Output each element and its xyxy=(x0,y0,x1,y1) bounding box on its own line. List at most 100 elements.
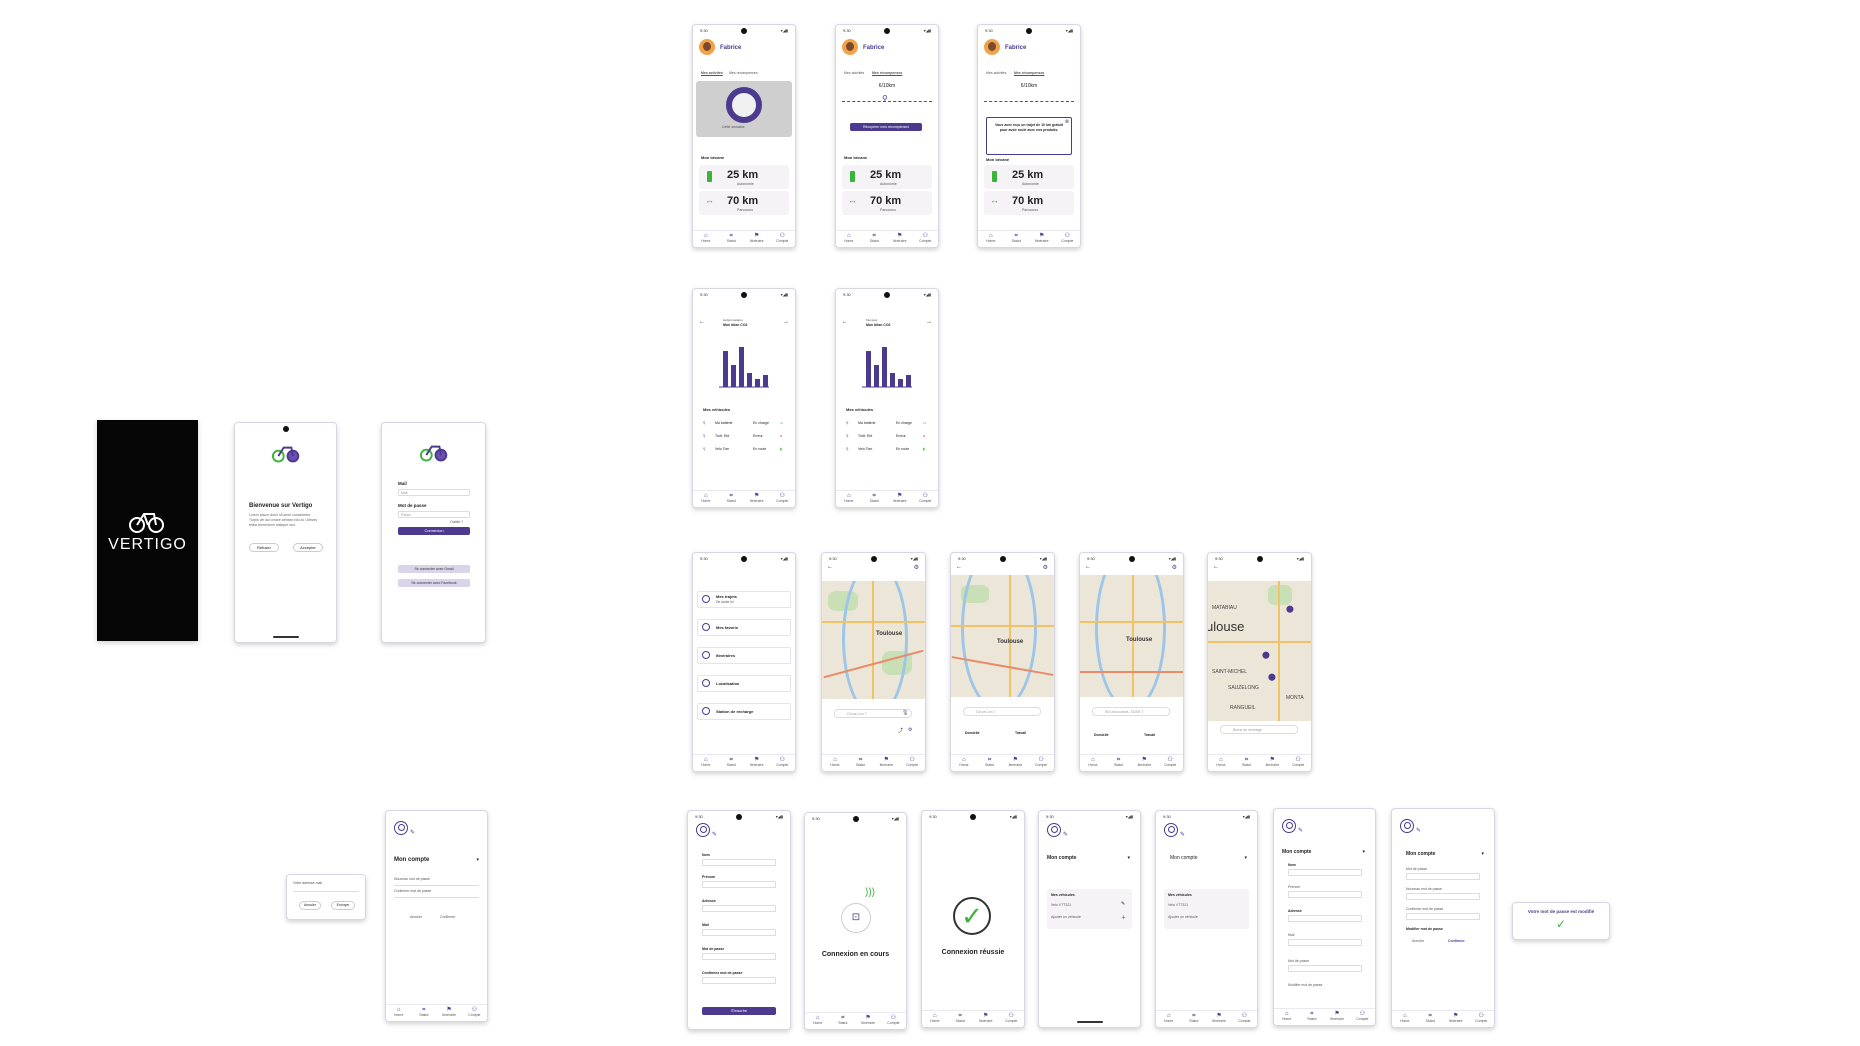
nav-compte[interactable]: ⚇ Compte xyxy=(1291,757,1305,767)
nav-statut[interactable]: ⌗ Statut xyxy=(1307,1011,1317,1021)
map-view[interactable]: Toulouse xyxy=(951,575,1054,697)
mail-input[interactable] xyxy=(702,929,776,936)
nav-home[interactable]: ⌂ Home xyxy=(1281,1011,1292,1021)
nav-home[interactable]: ⌂ Home xyxy=(844,233,854,243)
nav-itineraire[interactable]: ⚑ Itinéraire xyxy=(749,233,764,243)
edit-icon[interactable]: ✎ xyxy=(410,830,416,836)
adresse-input[interactable] xyxy=(702,905,776,912)
nav-itineraire[interactable]: ⚑ Itinéraire xyxy=(749,757,764,767)
adresse-input[interactable] xyxy=(1288,915,1362,922)
edit-vehicle-icon[interactable]: ✎ xyxy=(1121,901,1126,907)
mail-input[interactable] xyxy=(1288,939,1362,946)
nav-statut[interactable]: ⌗ Statut xyxy=(1425,1013,1435,1023)
map-view[interactable]: Toulouse xyxy=(822,581,925,699)
nav-statut[interactable]: ⌗ Statut xyxy=(1114,757,1124,767)
avatar[interactable] xyxy=(699,39,715,55)
nav-statut[interactable]: ⌗ Statut xyxy=(1242,757,1252,767)
password-input[interactable] xyxy=(1406,873,1480,880)
chevron-down-icon[interactable]: ▾ xyxy=(1244,855,1247,861)
tab-activities[interactable]: Mes activités xyxy=(844,71,865,75)
nav-home[interactable]: ⌂ Home xyxy=(830,757,840,767)
nav-home[interactable]: ⌂ Home xyxy=(701,493,711,503)
nav-home[interactable]: ⌂ Home xyxy=(393,1007,404,1017)
nav-compte[interactable]: ⚇ Compte xyxy=(1005,1013,1018,1023)
nav-statut[interactable]: ⌗ Statut xyxy=(955,1013,965,1023)
back-arrow-icon[interactable]: ← xyxy=(1213,564,1219,570)
forgot-link[interactable]: Oublié ? xyxy=(450,520,464,524)
address-input[interactable]: Rd Leucourses, 31000 T xyxy=(1092,707,1170,716)
prev-arrow-icon[interactable]: ← xyxy=(842,319,848,325)
nav-compte[interactable]: ⚇ Compte xyxy=(887,1015,900,1025)
nav-compte[interactable]: ⚇ Compte xyxy=(919,233,932,243)
nav-compte[interactable]: ⚇ Compte xyxy=(905,757,919,767)
nav-statut[interactable]: ⌗ Statut xyxy=(856,757,866,767)
nav-compte[interactable]: ⚇ Compte xyxy=(1238,1013,1251,1023)
nav-statut[interactable]: ⌗ Statut xyxy=(1189,1013,1199,1023)
search-input[interactable]: Où va-t-on ? xyxy=(834,709,912,718)
nav-compte[interactable]: ⚇ Compte xyxy=(776,493,789,503)
nav-itineraire[interactable]: ⚑ Itinéraire xyxy=(1137,757,1152,767)
vehicle-row[interactable]: ⚲ Ma batterie En charge ▭ xyxy=(846,421,930,429)
plus-icon[interactable]: ＋ xyxy=(1121,915,1127,921)
confirm-password-input[interactable] xyxy=(702,977,776,984)
nav-home[interactable]: ⌂ Home xyxy=(1088,757,1098,767)
search-input[interactable]: Où va-t-on ? xyxy=(963,707,1041,716)
next-arrow-icon[interactable]: → xyxy=(926,319,932,325)
menu-item-charging[interactable]: Station de recharge xyxy=(697,703,791,720)
nav-compte[interactable]: ⚇ Compte xyxy=(1356,1011,1369,1021)
nom-input[interactable] xyxy=(702,859,776,866)
nav-home[interactable]: ⌂ Home xyxy=(1163,1013,1174,1023)
nav-itineraire[interactable]: ⚑ Itinéraire xyxy=(861,1015,875,1025)
nav-compte[interactable]: ⚇ Compte xyxy=(776,233,789,243)
tab-rewards[interactable]: Mes récompenses xyxy=(1014,71,1045,75)
menu-item-routes[interactable]: Itinéraires xyxy=(697,647,791,664)
avatar[interactable] xyxy=(984,39,1000,55)
reset-cancel-button[interactable]: Annuler xyxy=(299,901,321,910)
home-shortcut[interactable]: Domicile xyxy=(965,731,980,735)
accept-button[interactable]: Accepter xyxy=(293,543,323,552)
nav-compte[interactable]: ⚇ Compte xyxy=(919,493,932,503)
vehicle-item[interactable]: Velo VTT321 xyxy=(1051,903,1072,907)
modify-password-link[interactable]: Modifier mot de passe xyxy=(1288,983,1323,987)
nav-itineraire[interactable]: ⚑ Itinéraire xyxy=(978,1013,993,1023)
map-view[interactable]: ulouse MATABIAU SAINT-MICHEL SAUZELONG R… xyxy=(1208,581,1311,721)
nav-compte[interactable]: ⚇ Compte xyxy=(468,1007,481,1017)
share-icon[interactable]: ⤴ xyxy=(898,728,904,734)
nav-itineraire[interactable]: ⚑ Itinéraire xyxy=(749,493,764,503)
add-vehicle-link[interactable]: Ajouter un véhicule xyxy=(1168,915,1198,919)
nav-itineraire[interactable]: ⚑ Itinéraire xyxy=(892,233,907,243)
home-shortcut[interactable]: Domicile xyxy=(1094,733,1109,737)
reset-input-line[interactable] xyxy=(293,891,359,892)
back-arrow-icon[interactable]: ← xyxy=(827,564,833,570)
settings-icon[interactable]: ⚙ xyxy=(913,565,919,571)
nav-home[interactable]: ⌂ Home xyxy=(844,493,854,503)
pin-icon[interactable]: ⬤ xyxy=(1268,674,1276,681)
cancel-button[interactable]: Annuler xyxy=(410,915,423,919)
nom-input[interactable] xyxy=(1288,869,1362,876)
edit-icon[interactable]: ✎ xyxy=(1416,828,1422,834)
password-input[interactable]: Passe xyxy=(398,511,470,518)
nav-compte[interactable]: ⚇ Compte xyxy=(1475,1013,1488,1023)
map-view[interactable]: Toulouse xyxy=(1080,575,1183,697)
prenom-input[interactable] xyxy=(1288,891,1362,898)
account-title[interactable]: Mon compte xyxy=(1406,851,1436,857)
nav-home[interactable]: ⌂ Home xyxy=(986,233,996,243)
menu-item-trips[interactable]: Mes trajets De toute ici xyxy=(697,591,791,608)
settings-icon[interactable]: ⚙ xyxy=(1042,565,1048,571)
facebook-button[interactable]: Se connecter avec Facebook xyxy=(398,579,470,587)
next-arrow-icon[interactable]: → xyxy=(783,319,789,325)
close-icon[interactable]: ⊗ xyxy=(1064,119,1069,125)
nav-home[interactable]: ⌂ Home xyxy=(930,1013,940,1023)
vehicle-row[interactable]: ⚲ Trott. Ebt Erreur ● xyxy=(703,434,787,442)
account-title[interactable]: Mon compte xyxy=(1170,855,1198,861)
nav-statut[interactable]: ⌗ Statut xyxy=(985,757,995,767)
pin-icon[interactable]: ⬤ xyxy=(1286,606,1294,613)
signup-button[interactable]: S'inscrire xyxy=(702,1007,776,1015)
menu-item-favorites[interactable]: Mes favoris xyxy=(697,619,791,636)
nav-itineraire[interactable]: ⚑ Itinéraire xyxy=(892,493,907,503)
nav-compte[interactable]: ⚇ Compte xyxy=(1034,757,1048,767)
nav-home[interactable]: ⌂ Home xyxy=(812,1015,823,1025)
avatar[interactable] xyxy=(842,39,858,55)
work-shortcut[interactable]: Travail xyxy=(1144,733,1156,737)
mic-icon[interactable]: 🎙 xyxy=(902,710,909,716)
